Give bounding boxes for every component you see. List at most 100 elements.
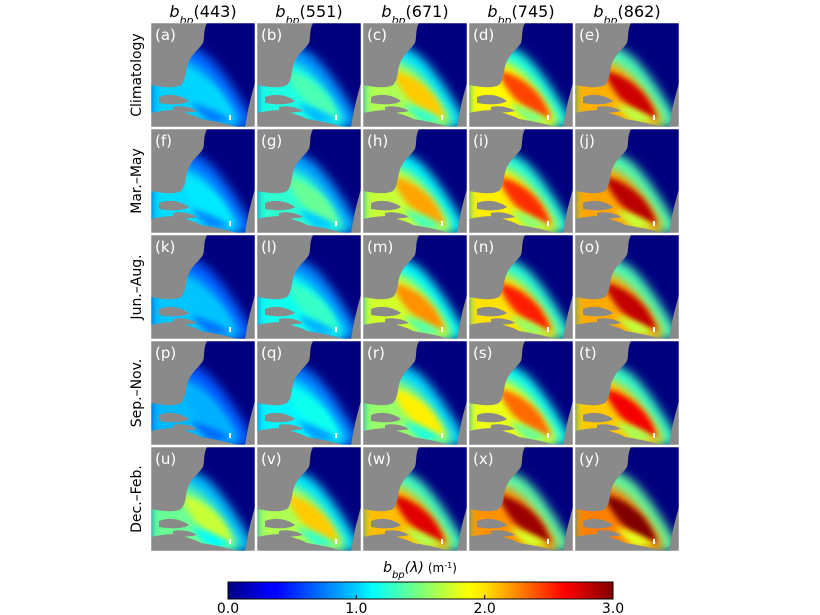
panel-letter: (w) (367, 450, 391, 468)
map-panel: (w) (362, 446, 468, 552)
map-panel: (q) (256, 340, 362, 446)
panel-letter: (l) (261, 238, 277, 256)
map-panel: (t) (574, 340, 680, 446)
marker (441, 327, 443, 332)
land-north (469, 129, 525, 194)
panel-letter: (g) (261, 132, 282, 150)
land-east (245, 295, 255, 339)
island (159, 200, 189, 211)
plume-core (605, 71, 657, 119)
colorbar-gradient (227, 581, 614, 600)
land-east (563, 295, 573, 339)
island (491, 212, 515, 219)
land-south (575, 428, 661, 445)
island (279, 424, 303, 431)
plume-streak (403, 421, 443, 441)
map-panel: (b) (256, 22, 362, 128)
island (159, 518, 189, 529)
plume-core (393, 71, 445, 119)
land-east (351, 401, 361, 445)
plume-core (181, 71, 233, 119)
panel-letter: (f) (155, 132, 172, 150)
island (265, 200, 295, 211)
land-east (351, 189, 361, 233)
island (583, 94, 613, 105)
island (279, 318, 303, 325)
island (385, 424, 409, 431)
land-south (257, 428, 343, 445)
land-east (669, 507, 679, 551)
panel-letter: (y) (579, 450, 600, 468)
land-east (669, 83, 679, 127)
land-north (151, 447, 207, 512)
island (385, 106, 409, 113)
land-south (363, 534, 449, 551)
marker (441, 115, 443, 120)
land-south (469, 322, 555, 339)
panel-letter: (n) (473, 238, 494, 256)
plume-streak (191, 315, 231, 335)
plume-streak (191, 527, 231, 547)
land-north (363, 129, 419, 194)
plume-streak (191, 421, 231, 441)
land-north (363, 447, 419, 512)
panel-letter: (a) (155, 26, 176, 44)
land-east (457, 189, 467, 233)
land-south (257, 534, 343, 551)
land-north (151, 129, 207, 194)
island (385, 212, 409, 219)
plume-core (181, 495, 233, 543)
marker (229, 433, 231, 438)
plume-streak (509, 315, 549, 335)
colorbar: bbp(λ) (m-1) 0.0 1.0 2.0 3.0 (217, 560, 624, 615)
land-north (151, 341, 207, 406)
panel-letter: (v) (261, 450, 282, 468)
marker (229, 327, 231, 332)
land-south (151, 534, 237, 551)
marker (229, 115, 231, 120)
plume-streak (403, 209, 443, 229)
land-south (575, 534, 661, 551)
marker (547, 327, 549, 332)
island (583, 306, 613, 317)
marker (547, 115, 549, 120)
land-east (245, 507, 255, 551)
land-east (245, 83, 255, 127)
land-north (151, 23, 207, 88)
land-east (457, 295, 467, 339)
colorbar-tick-label: 2.0 (474, 601, 496, 615)
island (371, 306, 401, 317)
plume-core (287, 283, 339, 331)
colorbar-tick-label: 0.0 (217, 601, 239, 615)
land-east (563, 401, 573, 445)
plume-core (499, 71, 551, 119)
plume-streak (403, 527, 443, 547)
plume-core (499, 177, 551, 225)
island (173, 106, 197, 113)
marker (441, 539, 443, 544)
land-south (363, 322, 449, 339)
plume-streak (297, 527, 337, 547)
land-south (575, 110, 661, 127)
land-north (469, 447, 525, 512)
land-north (575, 235, 631, 300)
island (583, 200, 613, 211)
land-east (351, 83, 361, 127)
island (265, 518, 295, 529)
land-north (257, 23, 313, 88)
land-south (469, 534, 555, 551)
island (597, 530, 621, 537)
map-panel: (k) (150, 234, 256, 340)
island (597, 424, 621, 431)
island (597, 212, 621, 219)
marker (547, 539, 549, 544)
land-north (257, 341, 313, 406)
plume-core (605, 283, 657, 331)
island (371, 518, 401, 529)
map-panel: (x) (468, 446, 574, 552)
land-north (469, 23, 525, 88)
island (597, 106, 621, 113)
plume-streak (615, 209, 655, 229)
panel-letter: (u) (155, 450, 176, 468)
panel-letter: (x) (473, 450, 494, 468)
